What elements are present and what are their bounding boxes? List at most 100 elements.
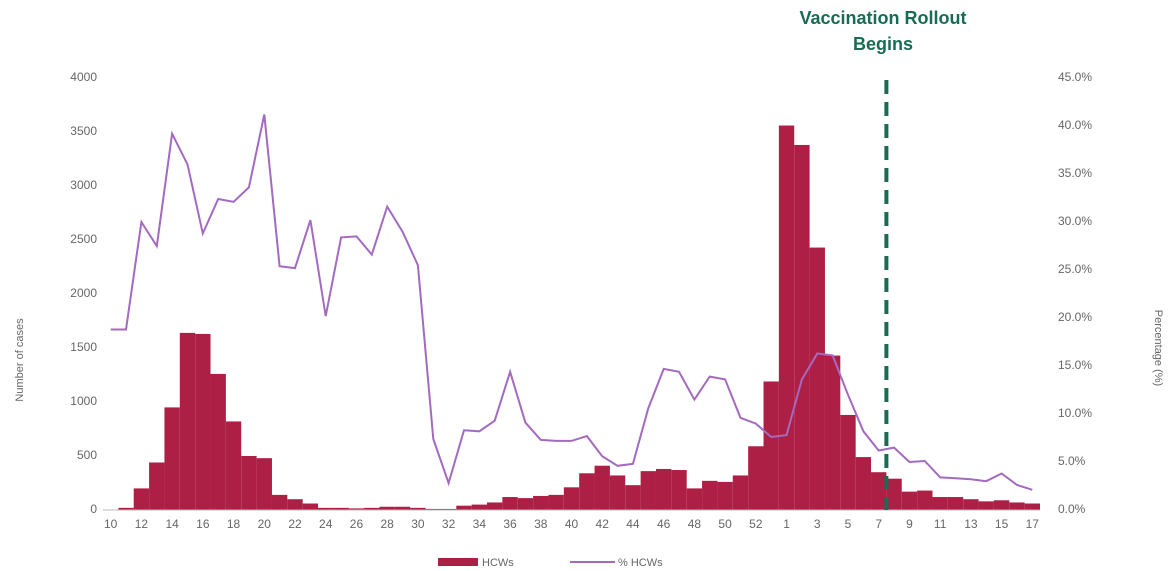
bar [917, 490, 933, 510]
y-tick-label: 1500 [70, 340, 97, 354]
x-tick-label: 3 [814, 517, 821, 531]
y2-tick-label: 45.0% [1058, 70, 1092, 84]
x-tick-label: 15 [995, 517, 1009, 531]
y2-tick-label: 0.0% [1058, 502, 1086, 516]
bar [225, 421, 242, 510]
bar [717, 481, 733, 510]
bar [533, 495, 549, 510]
bar [732, 475, 749, 510]
bar [379, 506, 395, 510]
line-series [110, 114, 1033, 491]
x-tick-label: 36 [503, 517, 517, 531]
x-tick-label: 16 [196, 517, 210, 531]
bar [333, 507, 349, 510]
y2-tick-label: 5.0% [1058, 454, 1086, 468]
x-tick-label: 11 [934, 517, 947, 531]
x-tick-label: 46 [657, 517, 671, 531]
bar [456, 505, 472, 510]
legend-label: HCWs [482, 557, 514, 569]
x-tick-label: 32 [442, 517, 456, 531]
bar [748, 446, 764, 510]
y-tick-label: 1000 [70, 394, 97, 408]
bar [640, 471, 656, 510]
bar [840, 414, 856, 510]
annotation: Vaccination Rollout [799, 8, 966, 28]
bar [302, 503, 319, 510]
legend-label: % HCWs [618, 557, 663, 569]
bar [118, 507, 134, 510]
annotation: Begins [853, 34, 913, 54]
bar [763, 381, 779, 510]
y2-tick-label: 20.0% [1058, 310, 1092, 324]
bar [1009, 502, 1025, 510]
x-tick-label: 22 [288, 517, 302, 531]
x-tick-label: 38 [534, 517, 548, 531]
x-tick-label: 26 [350, 517, 364, 531]
y-tick-label: 4000 [70, 70, 97, 84]
x-tick-label: 52 [749, 517, 763, 531]
x-tick-label: 24 [319, 517, 333, 531]
x-tick-label: 44 [626, 517, 640, 531]
bar [487, 502, 503, 510]
bar [1024, 503, 1040, 510]
x-tick-label: 9 [906, 517, 913, 531]
bar [348, 508, 365, 510]
bar [901, 491, 918, 510]
y2-tick-label: 10.0% [1058, 406, 1092, 420]
bar [271, 494, 288, 510]
bar [364, 507, 380, 510]
bar [993, 500, 1010, 510]
bar [579, 473, 595, 510]
x-tick-label: 30 [411, 517, 425, 531]
x-tick-label: 28 [380, 517, 394, 531]
y2-tick-label: 40.0% [1058, 118, 1092, 132]
x-tick-label: 5 [845, 517, 852, 531]
x-tick-label: 42 [596, 517, 610, 531]
bar [318, 507, 334, 510]
y2-tick-label: 25.0% [1058, 262, 1092, 276]
bar [256, 458, 272, 510]
x-tick-label: 40 [565, 517, 579, 531]
bar [425, 508, 441, 510]
bar [671, 470, 687, 510]
x-tick-label: 10 [104, 517, 118, 531]
bar [886, 478, 902, 510]
bar [179, 332, 196, 510]
y2-tick-label: 15.0% [1058, 358, 1092, 372]
bar [978, 501, 994, 510]
x-tick-label: 48 [688, 517, 702, 531]
bar [563, 487, 580, 510]
y-tick-label: 2000 [70, 286, 97, 300]
bar [195, 333, 211, 510]
bar [963, 499, 979, 510]
bar [702, 480, 718, 510]
x-tick-label: 13 [964, 517, 978, 531]
bar [210, 373, 226, 510]
bar [809, 247, 825, 510]
bar [855, 457, 872, 510]
y-tick-label: 3500 [70, 124, 97, 138]
bar [655, 468, 672, 510]
x-tick-label: 17 [1026, 517, 1040, 531]
y2-axis-label: Percentage (%) [1152, 310, 1164, 386]
bar [517, 498, 534, 510]
y-tick-label: 3000 [70, 178, 97, 192]
bar [871, 472, 887, 510]
bar [778, 125, 795, 511]
bar [471, 504, 488, 510]
x-tick-label: 50 [718, 517, 732, 531]
x-tick-label: 1 [783, 517, 790, 531]
bar [410, 507, 426, 510]
bar [548, 494, 564, 510]
y-axis-label: Number of cases [14, 318, 26, 402]
bar [686, 488, 703, 510]
bar [394, 506, 411, 510]
x-tick-label: 12 [135, 517, 149, 531]
bar [502, 497, 518, 510]
x-tick-label: 34 [473, 517, 487, 531]
bar [440, 508, 457, 510]
bar [149, 462, 165, 510]
bar [947, 497, 964, 510]
y2-tick-label: 30.0% [1058, 214, 1092, 228]
